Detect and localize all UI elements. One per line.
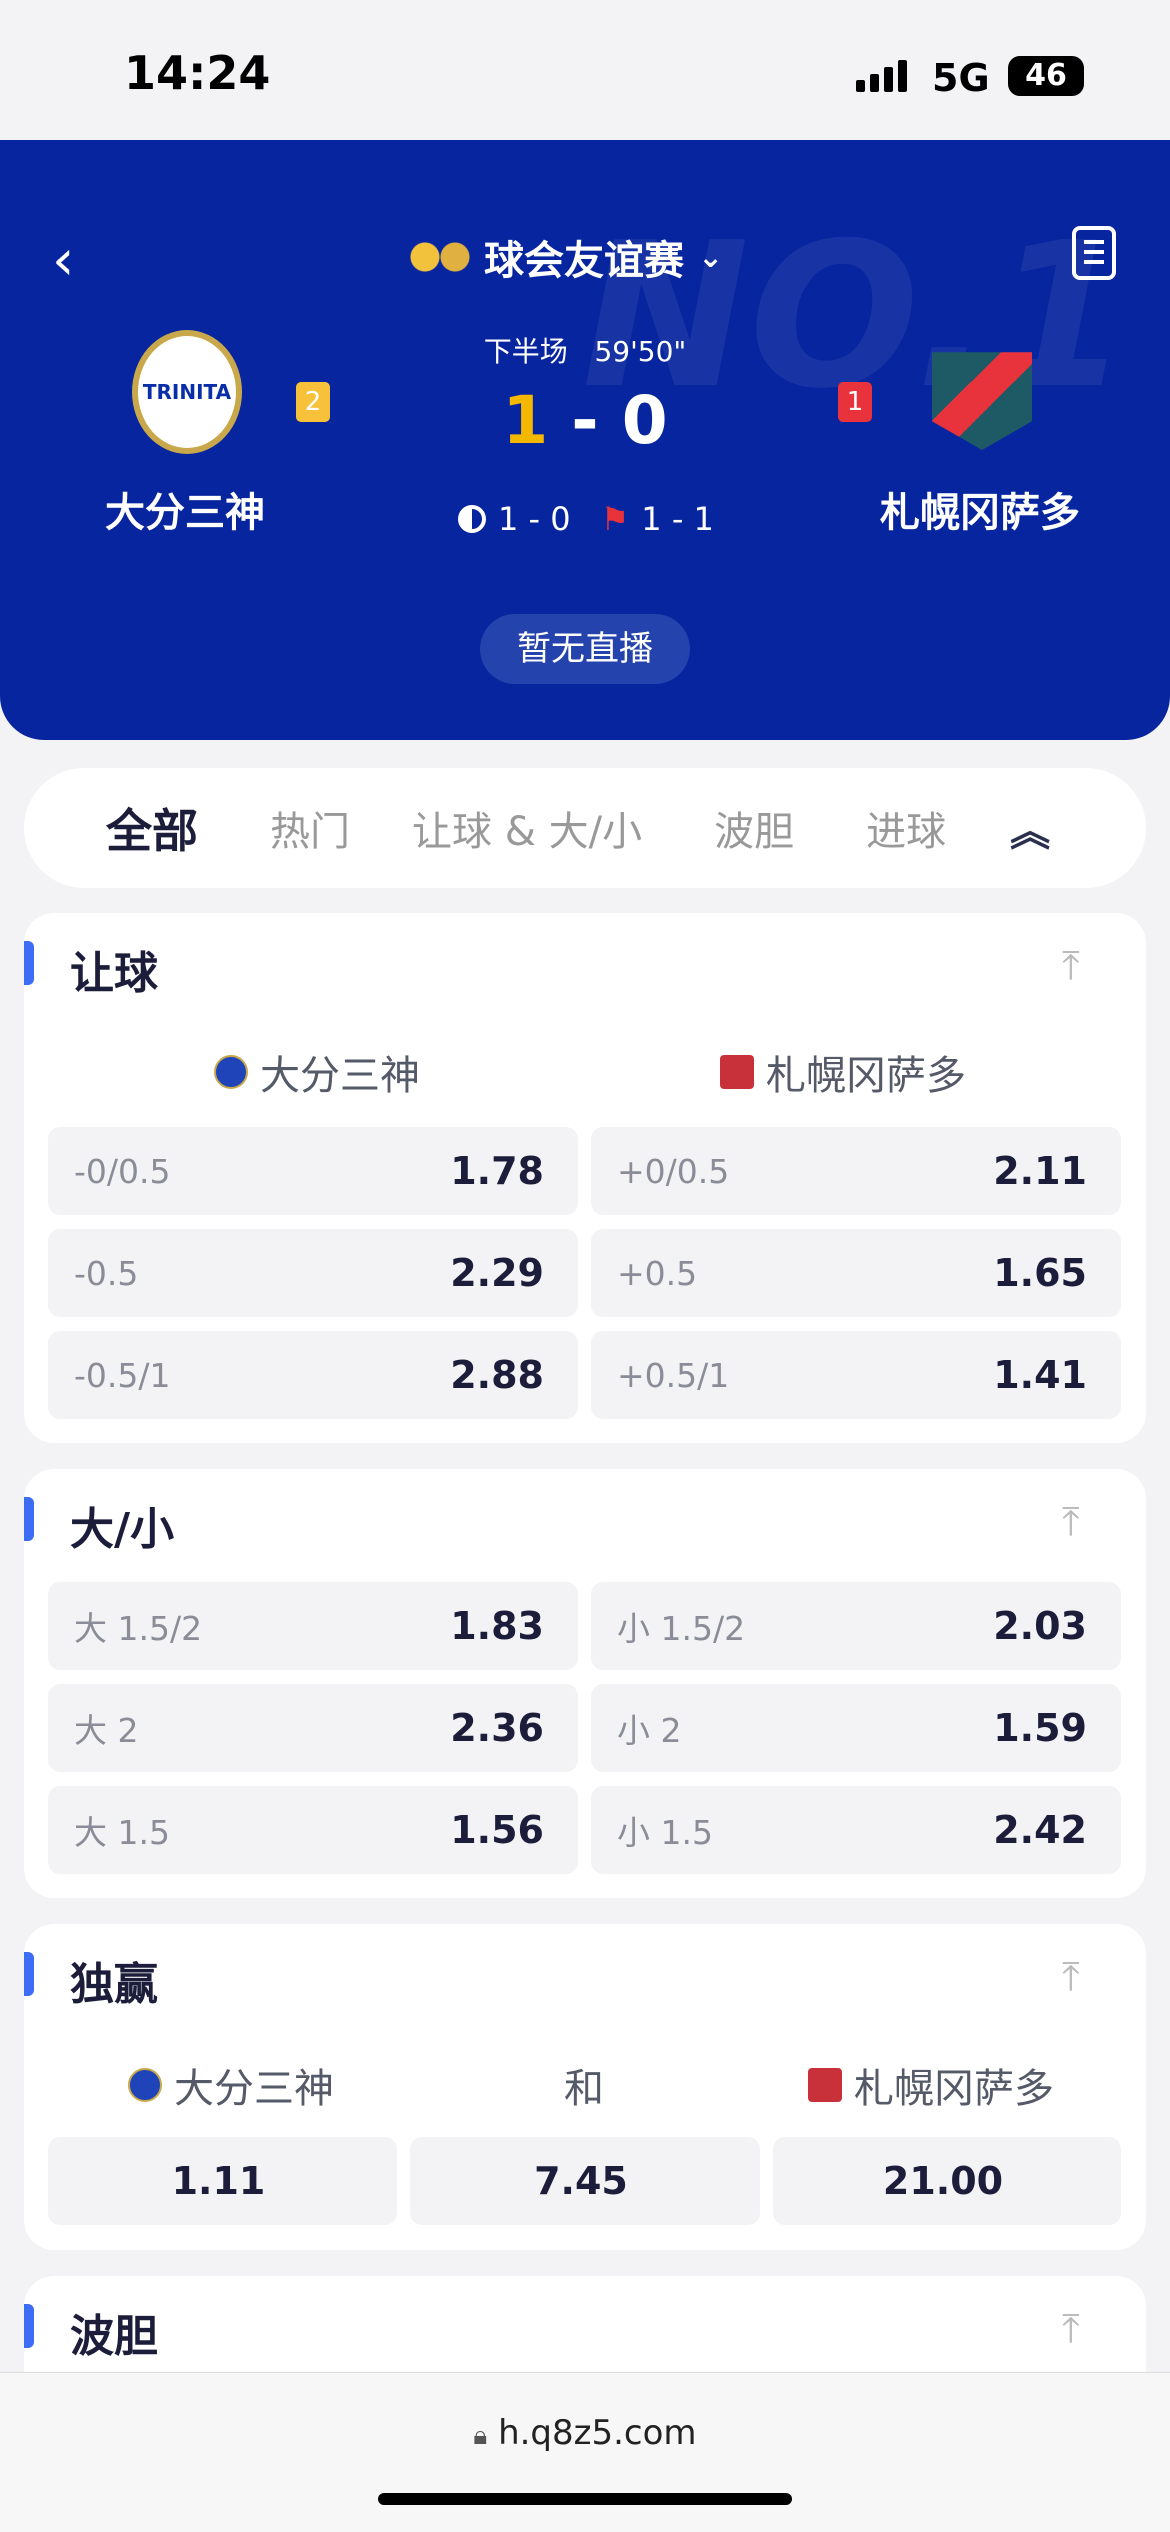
home-red-cards: 2: [296, 382, 330, 422]
pin-top-icon[interactable]: ⤒: [1062, 1499, 1080, 1545]
odds-cell[interactable]: 大 1.5/2 1.83: [48, 1582, 578, 1670]
odds-cell[interactable]: 小 2 1.59: [591, 1684, 1121, 1772]
pin-top-icon[interactable]: ⤒: [1062, 943, 1080, 989]
odds-cell[interactable]: -0.5 2.29: [48, 1229, 578, 1317]
odds-cell[interactable]: -0.5/1 2.88: [48, 1331, 578, 1419]
tab-hot[interactable]: 热门: [270, 809, 350, 855]
match-header: NO.1 ‹ 球会友谊赛 ⌄ TRINITA 2 大分三神 下半场 59'50"…: [0, 140, 1170, 740]
tab-all[interactable]: 全部: [106, 804, 198, 858]
ball-icon: [410, 241, 470, 273]
away-crest-icon: [720, 1055, 754, 1089]
over-under-section: 大/小 ⤒ 大 1.5/2 1.83 小 1.5/2 2.03 大 2 2.36 小 …: [24, 1469, 1146, 1898]
tab-handicap-ou[interactable]: 让球 & 大/小: [412, 809, 643, 855]
home-team-name: 大分三神: [105, 490, 265, 536]
home-header: 大分三神: [214, 1043, 420, 1101]
odds-cell[interactable]: 7.45: [410, 2137, 760, 2225]
odds-cell[interactable]: +0/0.5 2.11: [591, 1127, 1121, 1215]
odds-cell[interactable]: -0/0.5 1.78: [48, 1127, 578, 1215]
score: 1 - 0: [502, 382, 668, 459]
section-title: 让球: [70, 948, 158, 999]
battery-level: 46: [1025, 58, 1067, 93]
odds-cell[interactable]: 大 2 2.36: [48, 1684, 578, 1772]
url-field[interactable]: 🔒︎ h.q8z5.com: [473, 2413, 697, 2453]
home-header: 大分三神: [128, 2056, 334, 2114]
status-bar: 14:24 5G 46: [0, 0, 1170, 140]
section-marker: [24, 1497, 34, 1541]
match-time: 下半场 59'50": [483, 335, 687, 368]
odds-cell[interactable]: 小 1.5 2.42: [591, 1786, 1121, 1874]
section-marker: [24, 1952, 34, 1996]
away-header: 札幌冈萨多: [808, 2056, 1054, 2114]
league-selector[interactable]: 球会友谊赛 ⌄: [410, 228, 723, 286]
lock-icon: 🔒︎: [473, 2421, 488, 2451]
away-team-name: 札幌冈萨多: [880, 490, 1080, 536]
back-button[interactable]: ‹: [52, 228, 75, 293]
home-crest-icon: [128, 2068, 162, 2102]
halftime-score: 1 - 0 ⚑ 1 - 1: [458, 500, 714, 538]
section-title: 独赢: [70, 1959, 158, 2010]
odds-cell[interactable]: 小 1.5/2 2.03: [591, 1582, 1121, 1670]
section-title: 波胆: [70, 2311, 158, 2362]
tab-correct-score[interactable]: 波胆: [714, 809, 795, 855]
away-crest-icon: [808, 2068, 842, 2102]
draw-header: 和: [564, 2066, 604, 2112]
section-marker: [24, 941, 34, 985]
odds-cell[interactable]: 21.00: [773, 2137, 1121, 2225]
tab-goals[interactable]: 进球: [866, 809, 947, 855]
network-label: 5G: [932, 56, 990, 100]
odds-cell[interactable]: +0.5 1.65: [591, 1229, 1121, 1317]
section-title: 大/小: [70, 1504, 175, 1555]
market-tabs: 全部 热门 让球 & 大/小 波胆 进球 ︽: [24, 768, 1146, 888]
pin-top-icon[interactable]: ⤒: [1062, 2306, 1080, 2352]
battery-icon: 46: [1008, 56, 1084, 96]
away-red-cards: 1: [838, 382, 872, 422]
browser-bar: 🔒︎ h.q8z5.com: [0, 2372, 1170, 2532]
chevron-down-icon: ⌄: [698, 239, 724, 275]
home-indicator[interactable]: [378, 2493, 792, 2505]
section-marker: [24, 2304, 34, 2348]
pin-top-icon[interactable]: ⤒: [1062, 1954, 1080, 2000]
handicap-section: 让球 ⤒ 大分三神 札幌冈萨多 -0/0.5 1.78 +0/0.5 2.11 -0…: [24, 913, 1146, 1443]
home-crest: TRINITA: [132, 330, 242, 454]
clock: 14:24: [124, 46, 271, 100]
away-header: 札幌冈萨多: [720, 1043, 966, 1101]
moneyline-section: 独赢 ⤒ 大分三神 和 札幌冈萨多 1.11 7.45 21.00: [24, 1924, 1146, 2250]
odds-cell[interactable]: +0.5/1 1.41: [591, 1331, 1121, 1419]
corner-flag-icon: ⚑: [600, 500, 630, 538]
halftime-icon: [458, 505, 486, 533]
live-stream-button[interactable]: 暂无直播: [480, 614, 690, 684]
document-icon[interactable]: [1072, 226, 1116, 280]
league-name: 球会友谊赛: [484, 238, 684, 284]
odds-cell[interactable]: 大 1.5 1.56: [48, 1786, 578, 1874]
odds-cell[interactable]: 1.11: [48, 2137, 397, 2225]
collapse-icon[interactable]: ︽: [1010, 809, 1051, 855]
home-crest-icon: [214, 1055, 248, 1089]
signal-icon: [856, 60, 907, 92]
